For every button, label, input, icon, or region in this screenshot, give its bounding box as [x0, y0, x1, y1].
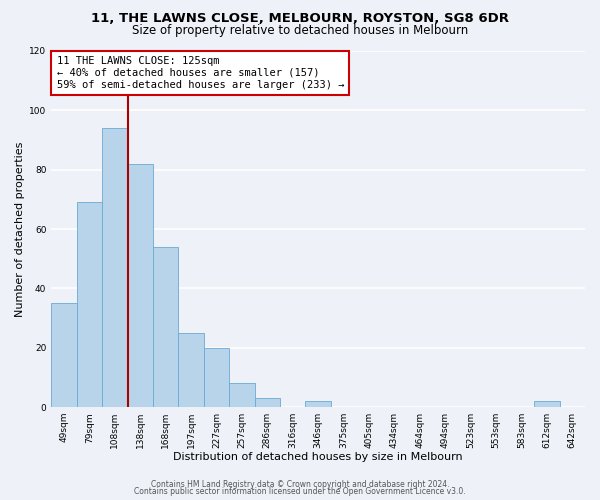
Y-axis label: Number of detached properties: Number of detached properties — [15, 142, 25, 316]
Bar — [102, 128, 128, 407]
Bar — [77, 202, 102, 407]
Bar — [153, 247, 178, 407]
Bar — [128, 164, 153, 407]
Bar — [204, 348, 229, 407]
Text: 11 THE LAWNS CLOSE: 125sqm
← 40% of detached houses are smaller (157)
59% of sem: 11 THE LAWNS CLOSE: 125sqm ← 40% of deta… — [56, 56, 344, 90]
Text: Contains public sector information licensed under the Open Government Licence v3: Contains public sector information licen… — [134, 487, 466, 496]
Bar — [305, 401, 331, 407]
Bar — [229, 384, 254, 407]
Text: 11, THE LAWNS CLOSE, MELBOURN, ROYSTON, SG8 6DR: 11, THE LAWNS CLOSE, MELBOURN, ROYSTON, … — [91, 12, 509, 26]
Text: Size of property relative to detached houses in Melbourn: Size of property relative to detached ho… — [132, 24, 468, 37]
Bar — [51, 303, 77, 407]
Bar — [534, 401, 560, 407]
Bar — [178, 333, 204, 407]
Text: Contains HM Land Registry data © Crown copyright and database right 2024.: Contains HM Land Registry data © Crown c… — [151, 480, 449, 489]
Bar — [254, 398, 280, 407]
X-axis label: Distribution of detached houses by size in Melbourn: Distribution of detached houses by size … — [173, 452, 463, 462]
